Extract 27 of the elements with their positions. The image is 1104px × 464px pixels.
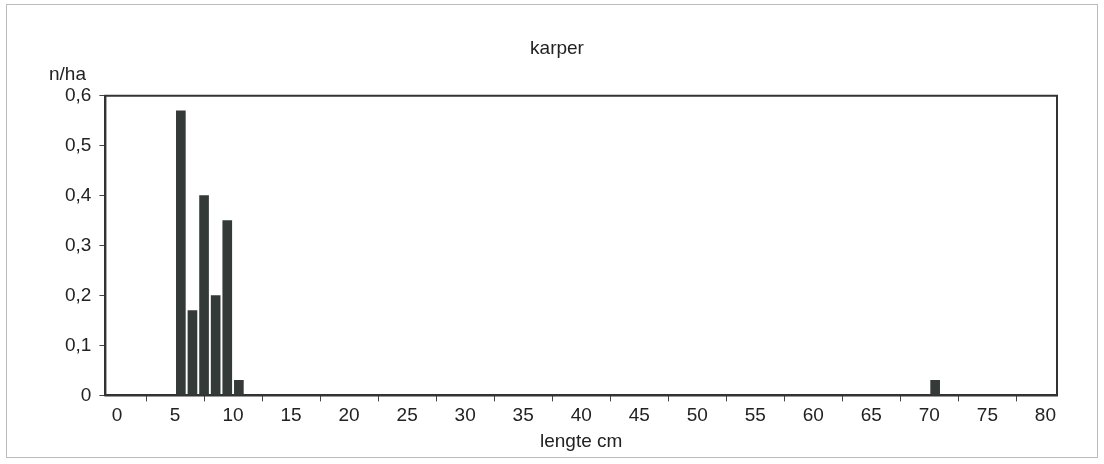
- x-tick-label: 50: [686, 404, 708, 426]
- y-tick-label: 0,2: [64, 283, 92, 305]
- x-tick-label: 45: [628, 404, 650, 426]
- y-tick-label: 0,6: [64, 84, 92, 106]
- x-tick-label: 35: [512, 404, 534, 426]
- x-tick-label: 65: [860, 404, 882, 426]
- x-tick-label: 80: [1034, 404, 1056, 426]
- x-tick-label: 5: [169, 404, 181, 426]
- x-axis-title: lengte cm: [540, 429, 623, 451]
- y-tick-label: 0,5: [64, 133, 92, 155]
- x-tick-label: 70: [918, 404, 940, 426]
- x-tick-label: 10: [222, 404, 244, 426]
- y-tick-label: 0,1: [64, 333, 92, 355]
- y-tick-label: 0,3: [64, 233, 92, 255]
- x-tick-label: 20: [338, 404, 360, 426]
- y-tick-label: 0: [80, 383, 92, 405]
- x-tick-label: 55: [744, 404, 766, 426]
- x-tick-label: 75: [976, 404, 998, 426]
- x-tick-label: 25: [396, 404, 418, 426]
- x-tick-label: 30: [454, 404, 476, 426]
- x-tick-label: 0: [111, 404, 123, 426]
- x-tick-label: 15: [280, 404, 302, 426]
- chart-title: karper: [530, 36, 585, 58]
- y-axis-title: n/ha: [49, 63, 86, 85]
- x-tick-label: 40: [570, 404, 592, 426]
- x-tick-label: 60: [802, 404, 824, 426]
- y-tick-label: 0,4: [64, 183, 92, 205]
